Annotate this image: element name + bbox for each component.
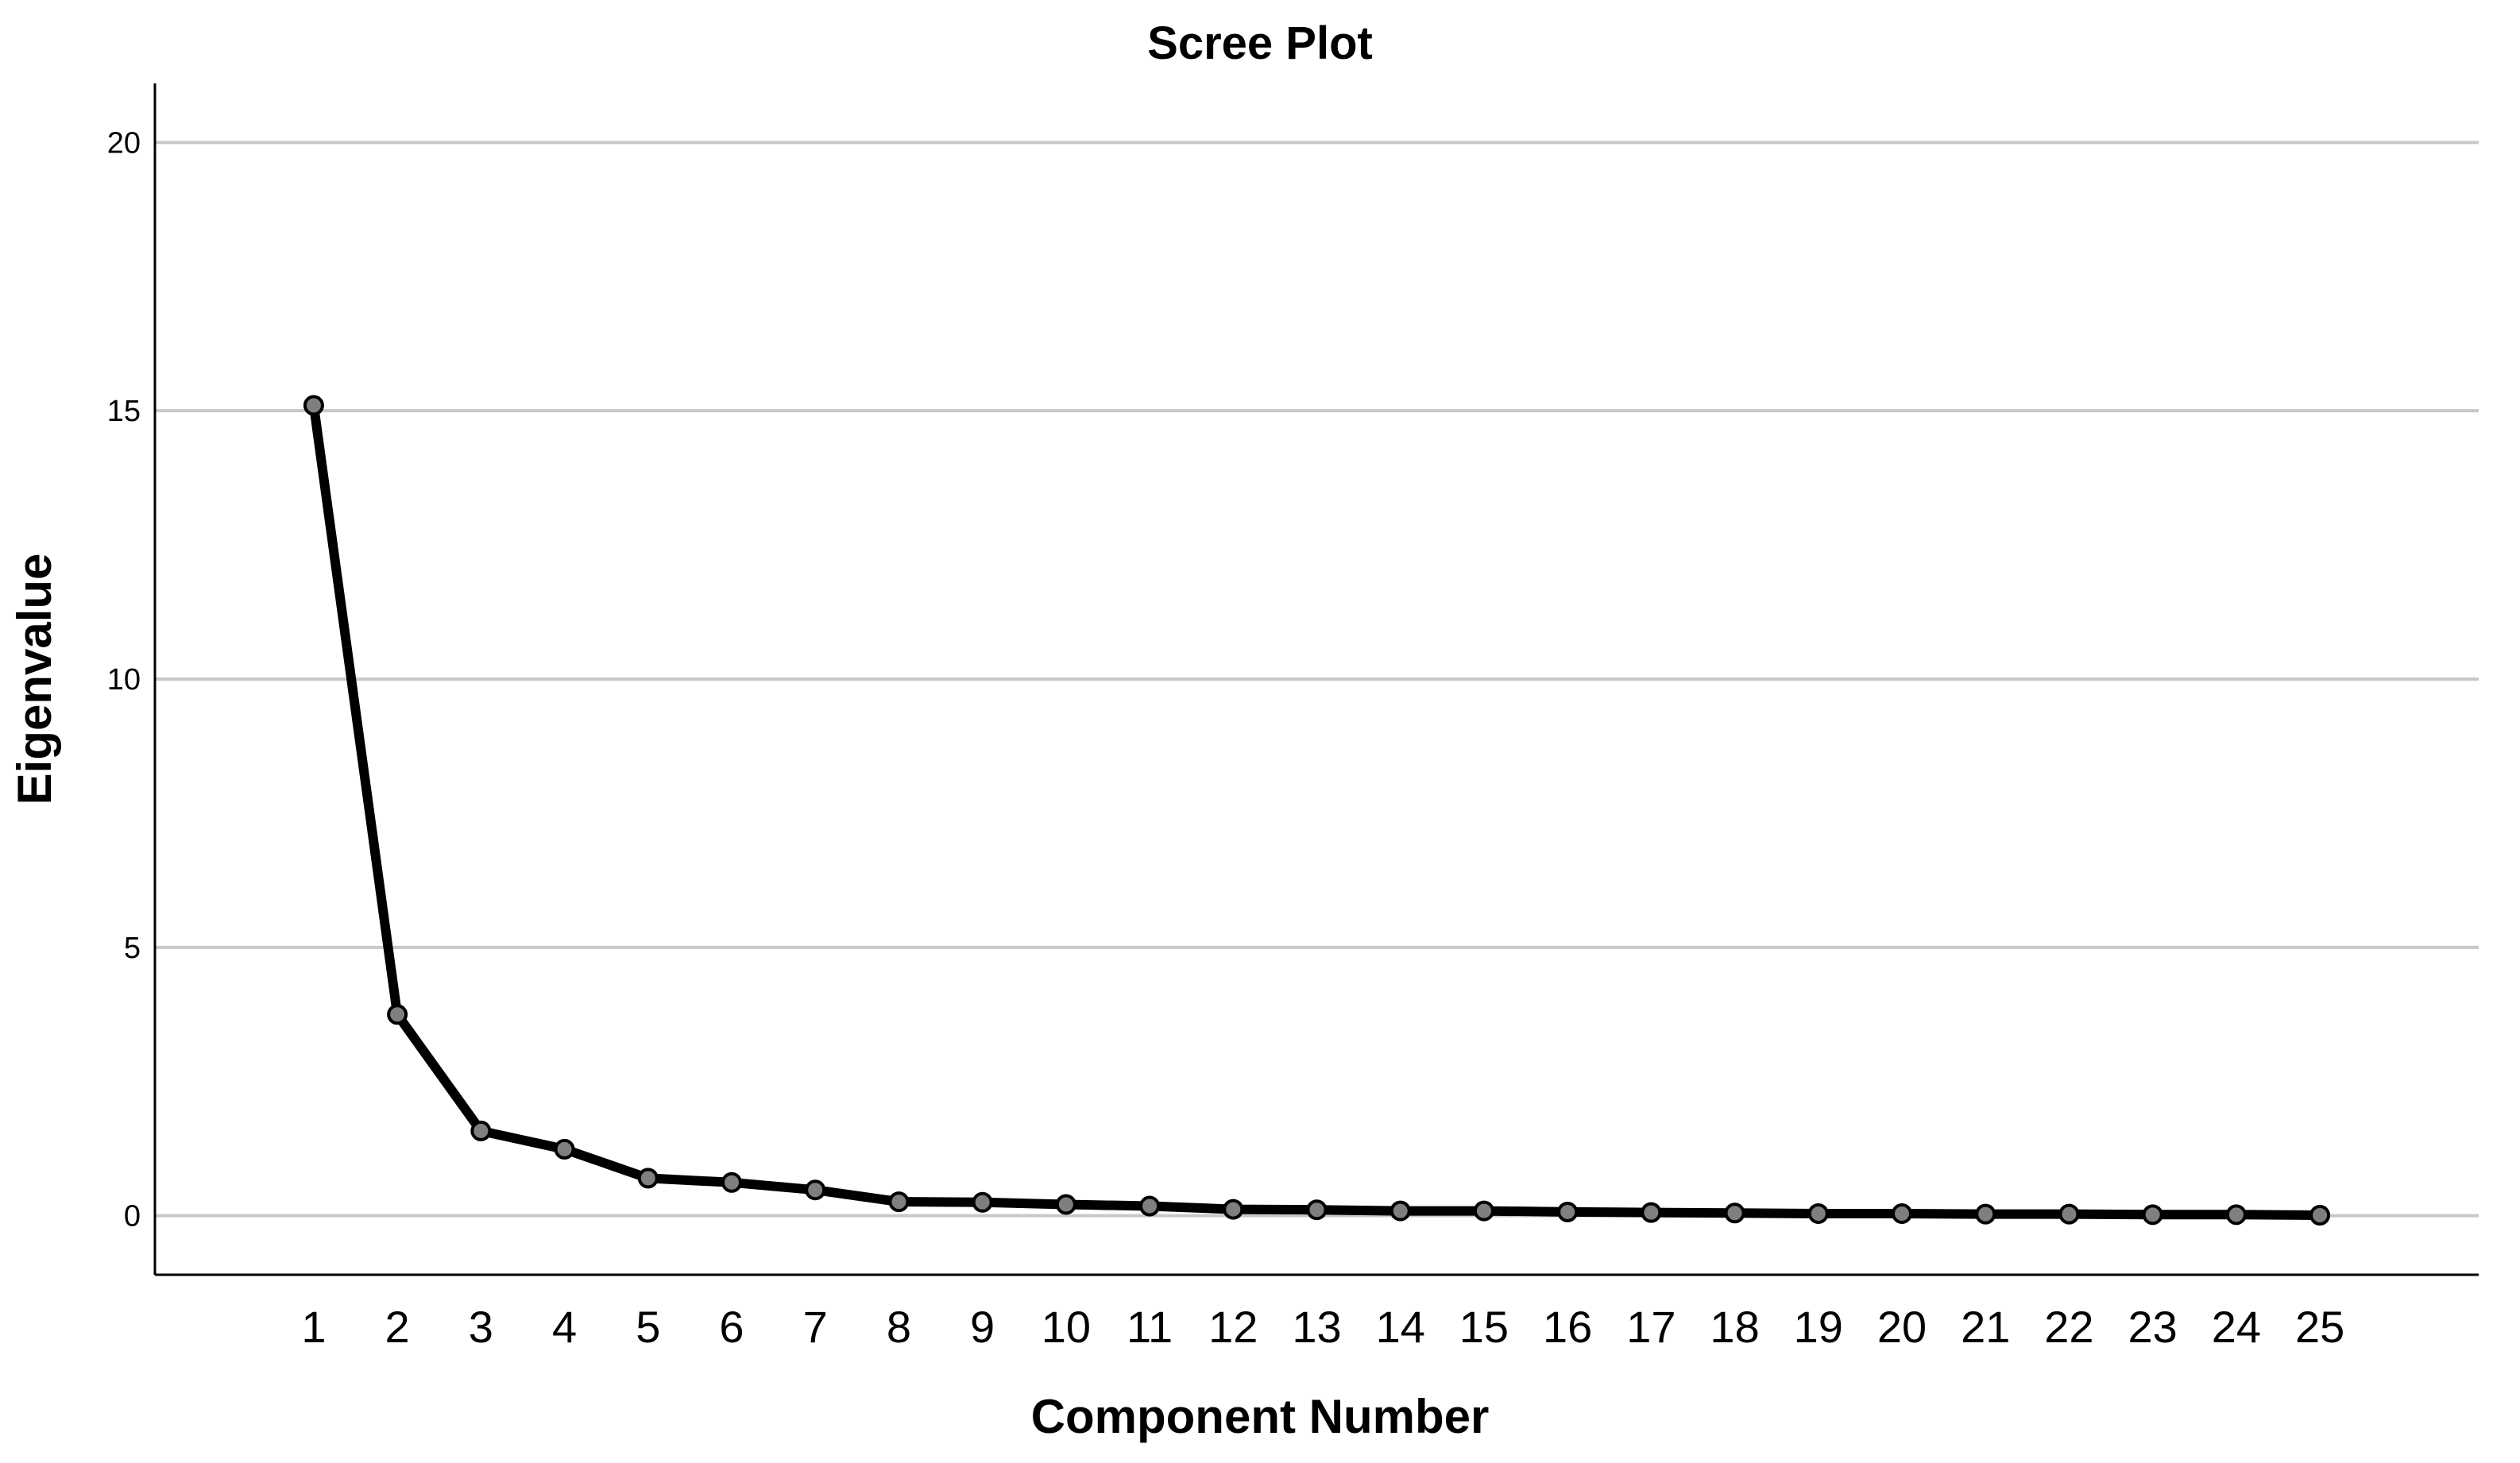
data-point-23 [2142, 1204, 2163, 1226]
x-tick-label: 18 [1710, 1302, 1759, 1352]
x-tick-label: 9 [970, 1302, 995, 1352]
x-tick-label: 5 [636, 1302, 660, 1352]
x-tick-label: 11 [1127, 1302, 1173, 1352]
data-point-1 [303, 395, 324, 416]
data-point-21 [1975, 1203, 1996, 1225]
x-tick-label: 4 [552, 1302, 577, 1352]
x-tick-label: 19 [1794, 1302, 1843, 1352]
x-tick-label: 14 [1376, 1302, 1425, 1352]
y-tick-label: 20 [107, 126, 141, 160]
x-tick-labels: 1 2 3 4 5 6 7 8 9 10 11 12 13 14 15 16 17 18 19 20 21 22 23 24 2… [301, 1302, 2344, 1352]
x-tick-label: 3 [469, 1302, 493, 1352]
series-eigenvalue [303, 395, 2331, 1226]
x-tick-label: 12 [1208, 1302, 1258, 1352]
data-point-9 [972, 1191, 993, 1213]
y-tick-label: 15 [107, 395, 141, 428]
data-point-8 [888, 1191, 910, 1213]
data-point-6 [721, 1172, 742, 1193]
x-tick-label: 10 [1042, 1302, 1091, 1352]
data-point-16 [1557, 1201, 1579, 1222]
y-tick-label: 0 [124, 1200, 141, 1233]
y-axis-label: Eigenvalue [8, 554, 61, 805]
x-tick-label: 22 [2044, 1302, 2093, 1352]
x-tick-label: 7 [803, 1302, 828, 1352]
data-point-25 [2309, 1205, 2331, 1226]
x-tick-label: 15 [1459, 1302, 1509, 1352]
series-line [308, 400, 2325, 1220]
x-tick-label: 21 [1961, 1302, 2010, 1352]
data-point-3 [470, 1120, 492, 1141]
y-tick-label: 5 [124, 932, 141, 965]
data-point-15 [1473, 1200, 1494, 1222]
x-tick-label: 20 [1877, 1302, 1927, 1352]
x-tick-label: 16 [1543, 1302, 1592, 1352]
data-point-12 [1223, 1199, 1244, 1220]
x-tick-label: 25 [2295, 1302, 2344, 1352]
x-axis-label: Component Number [1031, 1390, 1490, 1443]
gridlines [155, 141, 2479, 1218]
x-tick-label: 1 [301, 1302, 326, 1352]
data-point-13 [1306, 1199, 1328, 1221]
data-point-4 [554, 1138, 575, 1160]
x-tick-label: 17 [1626, 1302, 1675, 1352]
data-point-17 [1641, 1202, 1662, 1223]
data-point-5 [637, 1168, 659, 1189]
x-tick-label: 23 [2128, 1302, 2178, 1352]
data-point-24 [2225, 1204, 2247, 1226]
data-point-20 [1892, 1202, 1913, 1224]
data-point-2 [387, 1004, 408, 1025]
x-tick-label: 13 [1292, 1302, 1341, 1352]
y-tick-labels: 0 5 10 15 20 [107, 126, 141, 1233]
axes [153, 83, 2479, 1276]
data-point-14 [1389, 1200, 1411, 1222]
y-tick-label: 10 [107, 663, 141, 697]
data-point-22 [2058, 1203, 2080, 1225]
data-point-18 [1724, 1202, 1745, 1224]
data-point-10 [1055, 1194, 1076, 1215]
chart-title: Scree Plot [1147, 17, 1373, 69]
data-point-7 [805, 1179, 826, 1201]
data-point-11 [1139, 1195, 1161, 1217]
data-point-19 [1807, 1202, 1829, 1224]
x-tick-label: 8 [887, 1302, 911, 1352]
x-tick-label: 24 [2212, 1302, 2261, 1352]
x-tick-label: 6 [719, 1302, 744, 1352]
x-tick-label: 2 [385, 1302, 410, 1352]
